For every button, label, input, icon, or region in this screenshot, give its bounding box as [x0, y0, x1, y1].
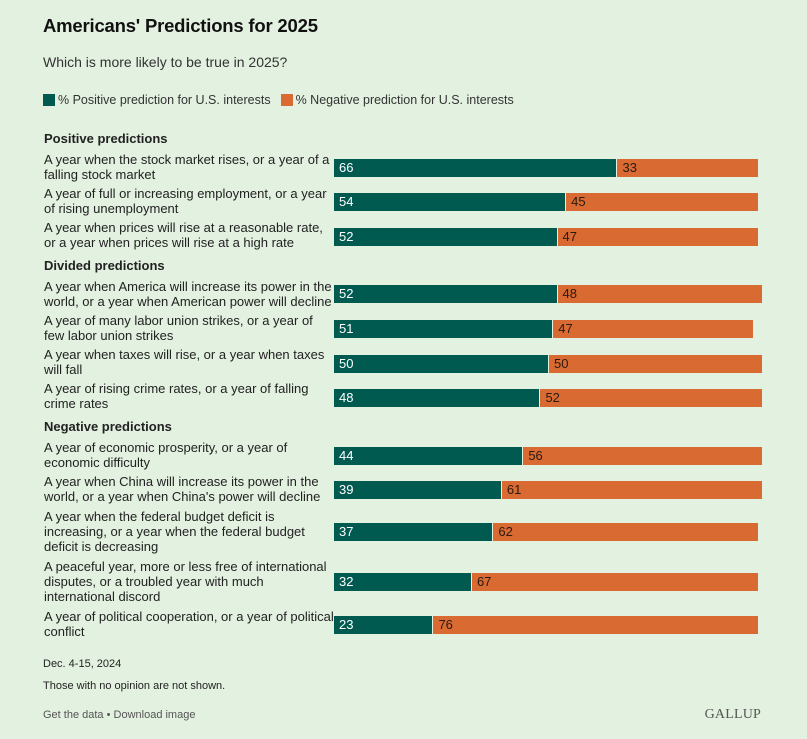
row-label: A peaceful year, more or less free of in… [44, 559, 327, 604]
bar-positive: 23 [334, 616, 433, 634]
bar-positive: 32 [334, 573, 471, 591]
row-label: A year of political cooperation, or a ye… [44, 609, 334, 639]
legend-swatch-positive [43, 94, 55, 106]
get-data-link[interactable]: Get the data [43, 709, 104, 721]
row-label: A year when prices will rise at a reason… [44, 220, 323, 250]
row-label: A year when taxes will rise, or a year w… [44, 347, 325, 377]
bar-negative: 61 [501, 481, 762, 499]
row-label: A year of economic prosperity, or a year… [44, 440, 288, 470]
bar-negative: 62 [493, 523, 758, 541]
bar-negative: 48 [557, 285, 762, 303]
bar-positive: 54 [334, 193, 566, 211]
bar-positive: 39 [334, 481, 501, 499]
row-label: A year when the federal budget deficit i… [44, 509, 305, 554]
bar-positive: 50 [334, 355, 548, 373]
footnote: Those with no opinion are not shown. [43, 680, 226, 692]
legend-label-negative: % Negative prediction for U.S. interests [295, 93, 514, 107]
group-header: Divided predictions [44, 258, 165, 273]
legend-item-negative: % Negative prediction for U.S. interests [280, 93, 514, 107]
bar-negative: 47 [557, 228, 758, 246]
group-header: Negative predictions [44, 419, 172, 434]
bar-positive: 52 [334, 228, 557, 246]
legend: % Positive prediction for U.S. interests… [43, 93, 524, 107]
bar-positive: 66 [334, 159, 617, 177]
row-label: A year of rising crime rates, or a year … [44, 381, 309, 411]
chart-subtitle: Which is more likely to be true in 2025? [43, 54, 288, 70]
legend-item-positive: % Positive prediction for U.S. interests [43, 93, 271, 107]
bar-positive: 51 [334, 320, 553, 338]
row-label: A year when China will increase its powe… [44, 474, 321, 504]
bar-positive: 48 [334, 389, 540, 407]
group-header: Positive predictions [44, 131, 168, 146]
bar-negative: 52 [540, 389, 762, 407]
bar-positive: 44 [334, 447, 523, 465]
row-label: A year when the stock market rises, or a… [44, 152, 330, 182]
bar-negative: 67 [471, 573, 758, 591]
bar-positive: 37 [334, 523, 493, 541]
legend-label-positive: % Positive prediction for U.S. interests [58, 93, 271, 107]
download-image-link[interactable]: Download image [113, 709, 196, 721]
link-separator: • [103, 709, 114, 721]
footer-links: Get the data • Download image [43, 709, 195, 721]
row-label: A year when America will increase its po… [44, 279, 332, 309]
gallup-logo: GALLUP [704, 707, 761, 722]
chart-title: Americans' Predictions for 2025 [43, 15, 318, 36]
row-label: A year of many labor union strikes, or a… [44, 313, 313, 343]
bar-negative: 33 [617, 159, 758, 177]
bar-negative: 45 [566, 193, 758, 211]
bar-negative: 50 [549, 355, 762, 373]
bar-negative: 76 [433, 616, 758, 634]
bar-positive: 52 [334, 285, 557, 303]
row-label: A year of full or increasing employment,… [44, 186, 327, 216]
legend-swatch-negative [280, 94, 293, 106]
bar-negative: 56 [523, 447, 762, 465]
bar-negative: 47 [553, 320, 754, 338]
survey-date: Dec. 4-15, 2024 [43, 658, 122, 670]
